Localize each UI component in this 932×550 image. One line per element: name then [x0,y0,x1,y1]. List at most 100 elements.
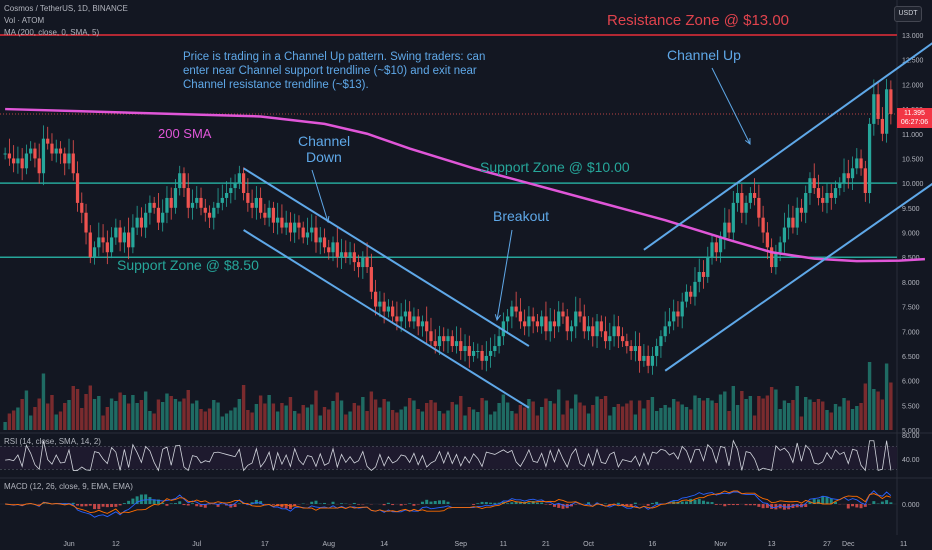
volume-bar [54,414,58,430]
candle-body [84,212,88,233]
breakout-label: Breakout [493,208,550,224]
x-tick-label: 11 [900,541,907,548]
channel-up-upper-line [643,42,932,251]
candle-body [288,222,293,233]
macd-histogram-bar [757,504,761,507]
candle-body [263,212,267,218]
volume-bar [263,403,267,430]
volume-bar [348,411,352,430]
volume-bar [105,407,110,430]
candle-body [224,193,229,198]
candle-body [484,355,488,361]
candle-body [497,336,501,347]
candle-body [838,183,842,189]
macd-histogram-bar [825,496,829,504]
candle-body [395,316,399,322]
candle-body [795,207,799,228]
candle-body [505,316,510,322]
candle-body [603,331,608,342]
volume-bar [114,401,118,430]
volume-bar [446,410,450,430]
candle-body [701,272,706,277]
volume-bar [591,405,595,430]
candle-body [118,227,122,243]
volume-bar [786,403,791,430]
macd-histogram-bar [237,503,241,504]
sma-label: 200 SMA [158,126,212,141]
volume-bar [565,400,569,430]
volume-bar [361,397,365,430]
volume-bar [416,409,420,430]
macd-histogram-bar [774,504,778,510]
volume-bar [407,398,412,430]
macd-line [5,490,892,518]
candle-body [429,331,433,342]
candle-body [195,197,199,203]
candle-body [523,321,527,327]
macd-histogram-bar [216,504,220,507]
volume-bar [680,404,684,430]
breakout-arrow-head [494,314,501,322]
currency-button[interactable]: USDT [894,6,922,22]
channel-down-arrow-shaft [311,169,329,223]
volume-bar [58,411,63,430]
macd-histogram-bar [399,504,403,506]
macd-histogram-bar [442,500,446,504]
bar-countdown: 06:27:06 [900,119,929,126]
candle-body [16,158,20,164]
volume-bar [3,422,7,430]
candle-body [50,143,54,154]
volume-bar [463,415,467,430]
candle-body [778,242,782,253]
macd-histogram-bar [101,504,105,507]
volume-bar [586,413,591,430]
candle-body [476,351,480,352]
candle-body [586,326,591,332]
volume-bar [403,406,408,430]
macd-histogram-bar [795,504,799,508]
candle-body [327,247,331,253]
volume-bar [646,400,650,430]
volume-bar [578,402,582,430]
volume-bar [339,400,344,430]
volume-bar [552,403,557,430]
candle-body [518,311,523,322]
support-85-label: Support Zone @ $8.50 [117,257,259,273]
candle-body [152,202,156,208]
volume-bar [757,396,761,430]
candle-body [3,153,7,155]
volume-bar [612,407,616,430]
volume-bar [544,398,548,430]
volume-bar [271,403,276,430]
candle-body [850,168,855,179]
volume-bar [207,408,212,430]
y-tick-label: 8.000 [902,280,920,287]
macd-histogram-bar [310,501,314,504]
channel-down-arrow [311,169,330,224]
candle-body [280,217,284,228]
candle-body [454,341,459,347]
candle-body [408,311,412,322]
volume-bar [697,398,701,430]
candle-body [804,193,808,213]
candle-body [459,341,463,351]
candle-body [744,202,748,213]
volume-bar [752,415,757,430]
candle-body [629,346,633,351]
volume-bar [706,398,710,430]
channel-up-arrow-shaft [711,67,751,145]
candle-body [165,197,169,213]
volume-bar [799,416,804,430]
candle-body [757,197,761,218]
macd-histogram-bar [76,504,80,506]
volume-bar [386,401,391,430]
volume-bar [454,404,459,430]
candle-body [182,173,186,189]
channel-up-lower-line [664,182,932,372]
candle-body [190,202,195,208]
candle-body [318,237,322,243]
macd-histogram-bar [259,501,263,504]
candle-body [548,321,552,332]
volume-bar [718,394,723,430]
